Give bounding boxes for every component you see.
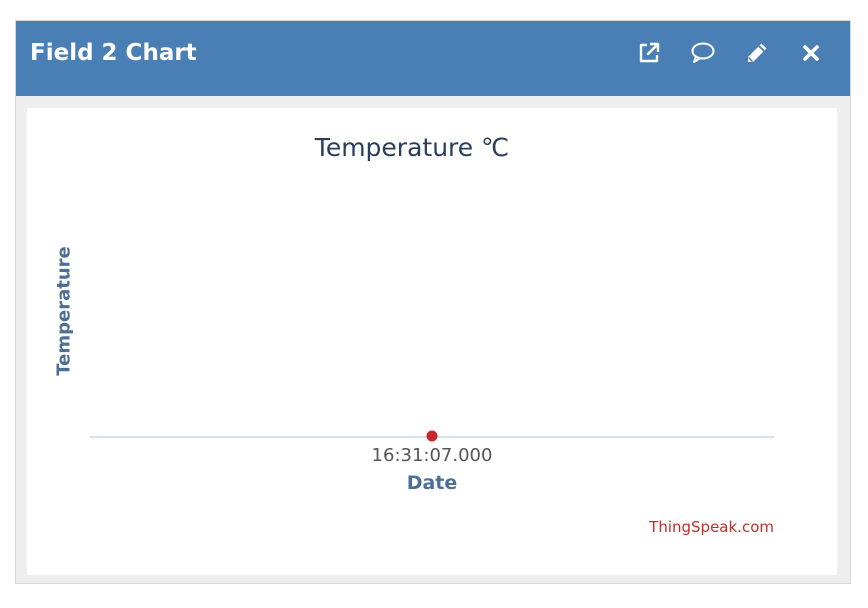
chart-panel: Temperature ℃ Temperature 16:31:07.000 D… [27,108,837,575]
chart-plot [90,430,774,443]
series-layer [426,430,438,442]
widget-title: Field 2 Chart [30,40,197,66]
x-axis-label: Date [406,472,458,494]
widget-header: Field 2 Chart [16,21,850,96]
data-point[interactable] [426,430,438,442]
chart-widget: Field 2 Chart [15,20,851,584]
widget-actions [610,39,826,67]
comment-button[interactable] [688,39,718,67]
edit-button[interactable] [742,39,772,67]
open-external-icon [639,42,660,63]
pencil-icon [748,43,767,62]
close-icon [803,45,819,61]
x-tick-label: 16:31:07.000 [371,445,493,466]
chart-title: Temperature ℃ [314,133,510,162]
open-external-button[interactable] [634,39,664,67]
y-axis-label: Temperature [53,246,75,376]
comment-icon [691,42,715,63]
thingspeak-credit-link[interactable]: ThingSpeak.com [649,518,774,536]
close-button[interactable] [796,39,826,67]
